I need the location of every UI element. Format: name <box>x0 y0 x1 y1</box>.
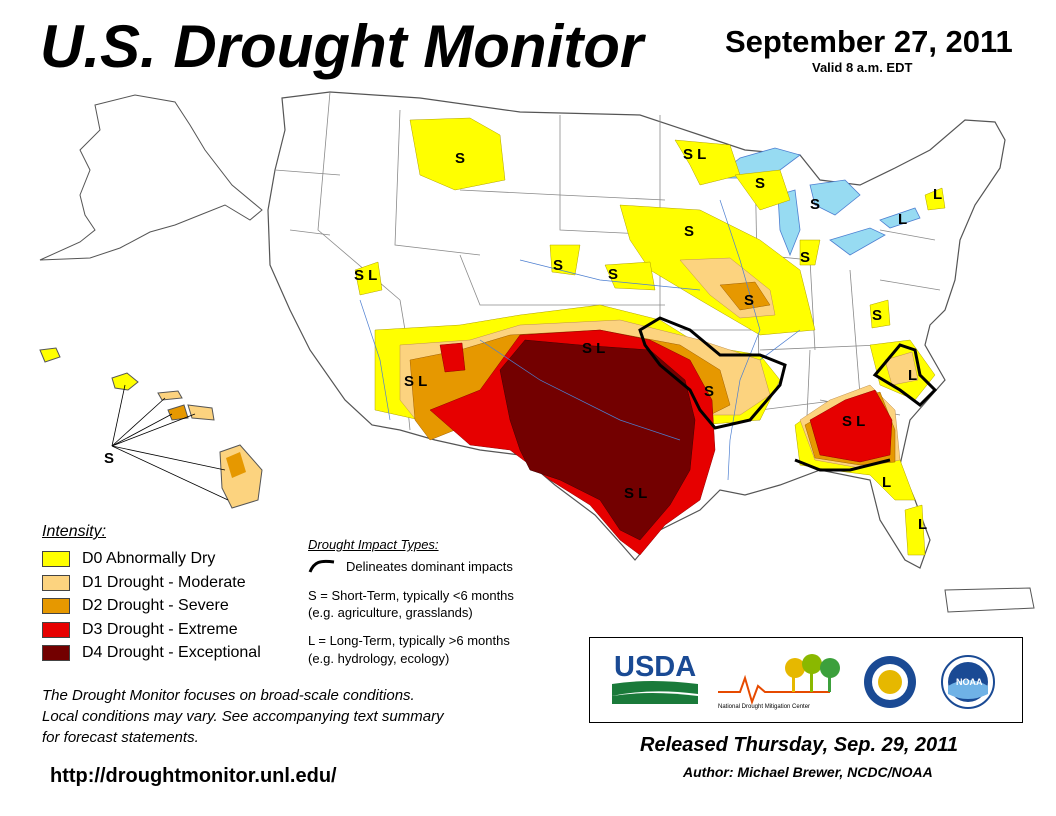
legend-label: D3 Drought - Extreme <box>82 620 238 638</box>
impact-label-mt: S <box>455 150 465 167</box>
d1-nc <box>884 351 919 386</box>
impact-label-fl-n: L <box>882 474 891 491</box>
impact-label-in: S <box>704 383 714 400</box>
impact-label-il: S <box>800 249 810 266</box>
hawaii-islands <box>39 347 263 509</box>
release-date: Released Thursday, Sep. 29, 2011 <box>640 734 958 756</box>
impact-title: Drought Impact Types: <box>308 537 439 552</box>
impact-label-mn: S L <box>683 146 706 163</box>
legend-swatch <box>42 598 70 614</box>
impact-labels: S S L S S L L S S S S S L S S S L S L S … <box>104 146 942 533</box>
map-title: U.S. Drought Monitor <box>40 13 644 80</box>
legend-label: D2 Drought - Severe <box>82 597 229 614</box>
impact-label-ny: L <box>933 186 942 203</box>
disclaimer-note: The Drought Monitor focuses on broad-sca… <box>42 685 444 748</box>
legend-swatch <box>42 621 70 638</box>
usda-logo: USDA <box>612 651 698 704</box>
valid-time: Valid 8 a.m. EDT <box>812 60 913 75</box>
d0-montana <box>409 117 506 191</box>
legend-item-1: D1 Drought - Moderate <box>42 572 246 594</box>
d0-indiana <box>799 239 821 266</box>
website-url[interactable]: http://droughtmonitor.unl.edu/ <box>50 765 337 787</box>
d0-upper-midwest <box>674 139 741 186</box>
impact-label-ga: S L <box>842 413 865 430</box>
impact-label-mi-up: S <box>755 175 765 192</box>
drought-d4 <box>499 339 696 541</box>
long-term-example: (e.g. hydrology, ecology) <box>308 651 450 666</box>
legend-label: D1 Drought - Moderate <box>82 573 246 591</box>
usda-logo-text: USDA <box>614 651 696 683</box>
legend-item-2: D2 Drought - Severe <box>42 595 229 617</box>
d2-iowa <box>719 281 771 311</box>
legend-swatch <box>42 645 70 661</box>
author-credit: Author: Michael Brewer, NCDC/NOAA <box>683 764 933 780</box>
short-term-example: (e.g. agriculture, grasslands) <box>308 605 473 620</box>
map-date: September 27, 2011 <box>725 24 1013 59</box>
impact-label-hi: S <box>104 450 114 467</box>
legend-swatch <box>42 551 70 567</box>
d0-fl-south <box>904 504 926 556</box>
note-line-2: Local conditions may vary. See accompany… <box>42 708 444 725</box>
legend-item-0: D0 Abnormally Dry <box>42 548 215 570</box>
impact-label-ut: S L <box>354 267 377 284</box>
impact-label-mo: S <box>744 292 754 309</box>
alaska-outline <box>39 94 263 261</box>
d3-georgia <box>809 389 893 463</box>
rivers <box>359 199 801 481</box>
agency-logos: USDA National Drought Mitigation Center … <box>589 637 1023 723</box>
noaa-logo-text: NOAA <box>956 677 983 687</box>
legend-swatch <box>42 574 70 591</box>
legend-item-3: D3 Drought - Extreme <box>42 619 238 641</box>
d4-texas <box>499 339 696 541</box>
impact-line-label: Delineates dominant impacts <box>346 558 513 574</box>
impact-label-ne-l: L <box>898 211 907 228</box>
puerto-rico-outline <box>944 587 1035 613</box>
ndmc-logo-text: National Drought Mitigation Center <box>718 704 810 710</box>
impact-label-nc: L <box>908 367 917 384</box>
impact-boundaries <box>638 316 938 472</box>
impact-label-ia: S <box>684 223 694 240</box>
delineation-line-icon <box>308 559 335 573</box>
d0-nebraska <box>549 244 581 276</box>
short-term-text: S = Short-Term, typically <6 months <box>308 588 514 603</box>
d0-virginia <box>869 299 891 329</box>
legend-label: D0 Abnormally Dry <box>82 550 216 567</box>
impact-label-fl-s: L <box>918 516 927 533</box>
impact-label-va: S <box>872 307 882 324</box>
impact-label-ok: S L <box>582 340 605 357</box>
ndmc-logo: National Drought Mitigation Center <box>718 654 840 710</box>
impact-label-ne: S <box>553 257 563 274</box>
note-line-3: for forecast statements. <box>42 729 199 746</box>
impact-label-nm: S L <box>404 373 427 390</box>
impact-label-tx: S L <box>624 485 647 502</box>
note-line-1: The Drought Monitor focuses on broad-sca… <box>42 687 415 704</box>
impact-label-ks: S <box>608 266 618 283</box>
legend-title: Intensity: <box>42 523 107 540</box>
commerce-seal-logo <box>864 656 916 708</box>
impact-line-key: Delineates dominant impacts <box>308 558 513 574</box>
d0-kansas <box>604 261 656 291</box>
legend-label: D4 Drought - Exceptional <box>82 644 261 661</box>
noaa-logo: NOAA <box>941 655 995 709</box>
legend-item-4: D4 Drought - Exceptional <box>42 642 261 664</box>
long-term-text: L = Long-Term, typically >6 months <box>308 633 510 648</box>
d0-michigan-up <box>734 169 791 211</box>
d3-nm <box>439 342 466 373</box>
d0-ne <box>924 187 946 211</box>
logos-svg: USDA National Drought Mitigation Center … <box>612 651 995 710</box>
d0-utah <box>354 261 383 296</box>
impact-label-mi: S <box>810 196 820 213</box>
